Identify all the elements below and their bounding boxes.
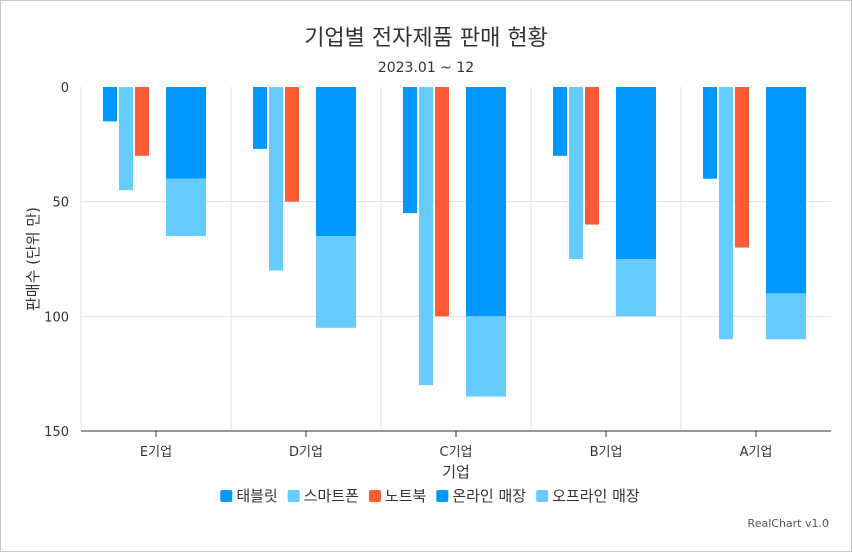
chart-title: 기업별 전자제품 판매 현황 (304, 26, 548, 51)
legend-marker (436, 490, 449, 502)
legend[interactable]: 태블릿 스마트폰 노트북 온라인 매장 오프라인 매장 (220, 487, 640, 505)
bar-notebook[interactable] (135, 87, 149, 156)
x-tick-label: E기업 (140, 445, 172, 460)
bar-notebook[interactable] (585, 87, 599, 225)
legend-marker (536, 490, 549, 502)
bar-tablet[interactable] (103, 87, 117, 122)
bar-smartphone[interactable] (569, 87, 583, 259)
bar-offline-store[interactable] (316, 236, 356, 328)
grid-lines (81, 87, 831, 431)
y-tick-label: 0 (61, 81, 69, 96)
bar-online-store[interactable] (466, 87, 506, 317)
legend-marker (287, 490, 300, 502)
legend-item-offline-store[interactable]: 오프라인 매장 (536, 487, 640, 505)
y-axis-title: 판매수 (단위 만) (24, 207, 42, 311)
bar-tablet[interactable] (253, 87, 267, 149)
legend-item-tablet[interactable]: 태블릿 (220, 487, 278, 505)
bar-offline-store[interactable] (616, 259, 656, 317)
bar-online-store[interactable] (166, 87, 206, 179)
legend-marker (368, 490, 381, 502)
legend-item-online-store[interactable]: 온라인 매장 (436, 487, 526, 505)
legend-label: 온라인 매장 (452, 487, 526, 505)
x-tick-label: D기업 (289, 445, 323, 460)
bar-tablet[interactable] (403, 87, 417, 214)
bar-notebook[interactable] (285, 87, 299, 202)
bar-online-store[interactable] (766, 87, 806, 294)
bar-smartphone[interactable] (119, 87, 133, 191)
x-tick-label: B기업 (590, 445, 623, 460)
bar-online-store[interactable] (316, 87, 356, 237)
legend-label: 오프라인 매장 (552, 487, 640, 505)
y-tick-label: 50 (52, 196, 69, 211)
bar-offline-store[interactable] (766, 293, 806, 340)
axes: 0 50 100 150 E기업 D기업 C기업 B기업 A기업 (44, 81, 831, 460)
bar-tablet[interactable] (553, 87, 567, 156)
bar-smartphone[interactable] (419, 87, 433, 386)
bar-smartphone[interactable] (719, 87, 733, 340)
bar-notebook[interactable] (735, 87, 749, 248)
bar-tablet[interactable] (703, 87, 717, 179)
y-tick-label: 100 (44, 310, 69, 325)
legend-item-smartphone[interactable]: 스마트폰 (287, 487, 359, 505)
bar-notebook[interactable] (435, 87, 449, 317)
bar-offline-store[interactable] (466, 316, 506, 397)
chart-credit: RealChart v1.0 (748, 517, 829, 530)
legend-label: 태블릿 (236, 487, 277, 505)
y-tick-label: 150 (44, 425, 69, 440)
bar-offline-store[interactable] (166, 178, 206, 237)
x-tick-label: A기업 (740, 445, 773, 460)
chart-subtitle: 2023.01 ~ 12 (378, 60, 474, 76)
bar-smartphone[interactable] (269, 87, 283, 271)
bars (103, 87, 806, 397)
legend-label: 스마트폰 (304, 487, 359, 505)
bar-online-store[interactable] (616, 87, 656, 259)
legend-label: 노트북 (385, 487, 426, 505)
x-tick-label: C기업 (440, 445, 473, 460)
legend-marker (220, 490, 233, 502)
x-axis-title: 기업 (442, 463, 470, 481)
legend-item-notebook[interactable]: 노트북 (368, 487, 426, 505)
